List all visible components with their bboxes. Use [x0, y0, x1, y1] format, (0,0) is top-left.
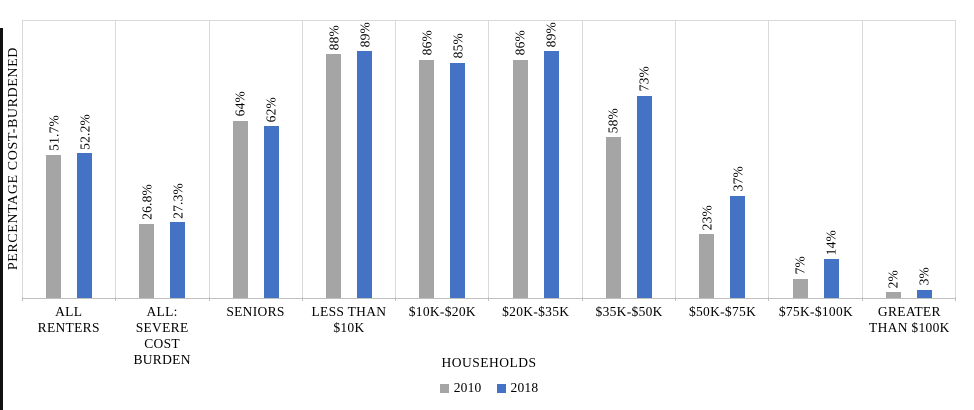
- category-cell: 26.8% 27.3%: [116, 21, 210, 298]
- legend-item-2018: 2018: [496, 380, 539, 396]
- chart-legend: 2010 2018: [22, 380, 956, 396]
- legend-label: 2018: [510, 380, 539, 395]
- x-category-label: ALL: SEVERE COST BURDEN: [133, 304, 191, 367]
- x-category-label: LESS THAN $10K: [311, 304, 387, 335]
- bar-value-label: 2%: [885, 270, 901, 289]
- category-cell: 23% 37%: [676, 21, 770, 298]
- bar-pair: 51.7% 52.2%: [46, 21, 93, 298]
- category-cell: 51.7% 52.2%: [22, 21, 117, 298]
- bar-2018: 52.2%: [77, 114, 93, 298]
- y-axis-title: PERCENTAGE COST-BURDENED: [6, 46, 21, 271]
- bar-2010: 64%: [232, 91, 248, 298]
- legend-swatch-icon: [439, 383, 449, 393]
- x-category-label: $75K-$100K: [778, 304, 854, 319]
- bar-value-label: 23%: [698, 204, 714, 231]
- bar-2010: 86%: [512, 30, 528, 298]
- x-category-label: $10K-$20K: [408, 304, 476, 319]
- axis-tick: [396, 297, 490, 301]
- x-category-label: $20K-$35K: [502, 304, 570, 319]
- plot-area: 51.7% 52.2% 26.8% 27.3% 64% 62% 88% 89% 86% 85% 86…: [22, 20, 956, 299]
- axis-tick: [210, 297, 303, 301]
- document-border-line: [0, 28, 3, 410]
- category-cell: 2% 3%: [863, 21, 956, 298]
- category-cell: 7% 14%: [769, 21, 863, 298]
- bar-value-label: 7%: [792, 256, 808, 275]
- bar-pair: 58% 73%: [606, 21, 652, 298]
- bar-pair: 26.8% 27.3%: [139, 21, 186, 298]
- category-cell: 88% 89%: [303, 21, 397, 298]
- bar-2010: 86%: [419, 30, 435, 298]
- bar-2010: 51.7%: [46, 115, 62, 298]
- bar-pair: 88% 89%: [326, 21, 373, 298]
- category-cell: 64% 62%: [210, 21, 303, 298]
- bar-value-label: 3%: [916, 267, 932, 286]
- axis-tick: [22, 297, 117, 301]
- axis-tick: [769, 297, 863, 301]
- axis-tick: [303, 297, 397, 301]
- legend-swatch-icon: [496, 383, 506, 393]
- category-cell: 86% 89%: [489, 21, 583, 298]
- bar-value-label: 86%: [419, 30, 435, 56]
- category-cell: 86% 85%: [396, 21, 490, 298]
- x-axis-ticks: [22, 297, 956, 301]
- bar-2010: 26.8%: [139, 184, 155, 298]
- x-category-label: $50K-$75K: [688, 304, 757, 319]
- x-axis-category-labels: ALL RENTERS ALL: SEVERE COST BURDEN SENIOR…: [22, 304, 956, 368]
- axis-tick: [489, 297, 583, 301]
- bar-value-label: 51.7%: [45, 114, 61, 151]
- bar-2018: 73%: [637, 66, 652, 298]
- category-cell: 58% 73%: [583, 21, 677, 298]
- legend-item-2010: 2010: [439, 380, 482, 396]
- bar-pair: 64% 62%: [232, 21, 279, 298]
- bar-2010: 7%: [792, 256, 808, 298]
- bar-value-label: 26.8%: [139, 183, 155, 220]
- bar-2018: 89%: [543, 22, 559, 298]
- bar-value-label: 37%: [729, 166, 745, 192]
- axis-tick: [116, 297, 210, 301]
- bar-2018: 85%: [450, 33, 466, 298]
- bar-2010: 23%: [699, 205, 715, 298]
- bar-value-label: 88%: [325, 24, 341, 51]
- bar-value-label: 62%: [263, 96, 279, 123]
- bar-2010: 58%: [606, 108, 621, 298]
- axis-tick: [863, 297, 956, 301]
- axis-tick: [676, 297, 770, 301]
- bar-pair: 86% 89%: [512, 21, 559, 298]
- bar-pair: 7% 14%: [792, 21, 839, 298]
- bar-value-label: 86%: [512, 30, 528, 56]
- bar-value-label: 89%: [356, 22, 372, 48]
- bar-2018: 3%: [917, 267, 932, 298]
- bar-2010: 2%: [886, 270, 901, 298]
- bar-value-label: 52.2%: [76, 113, 92, 150]
- bar-value-label: 73%: [636, 66, 652, 92]
- bar-pair: 86% 85%: [419, 21, 466, 298]
- x-category-label: $35K-$50K: [595, 304, 663, 319]
- x-category-label: GREATER THAN $100K: [869, 304, 950, 335]
- bar-2018: 14%: [823, 230, 839, 298]
- legend-label: 2010: [453, 380, 482, 395]
- bar-value-label: 64%: [232, 91, 248, 117]
- bar-value-label: 27.3%: [170, 182, 186, 219]
- bar-2018: 89%: [357, 22, 373, 298]
- bar-2010: 88%: [326, 25, 342, 298]
- bar-pair: 23% 37%: [699, 21, 746, 298]
- bar-value-label: 14%: [823, 229, 839, 256]
- bar-value-label: 58%: [605, 107, 621, 134]
- bar-value-label: 89%: [543, 22, 559, 48]
- x-axis-title: HOUSEHOLDS: [441, 355, 537, 370]
- bar-pair: 2% 3%: [886, 21, 932, 298]
- x-category-label: SENIORS: [226, 304, 285, 319]
- axis-tick: [583, 297, 677, 301]
- bar-2018: 62%: [263, 97, 279, 298]
- bar-value-label: 85%: [450, 33, 466, 59]
- bar-2018: 27.3%: [170, 183, 186, 298]
- bar-2018: 37%: [730, 166, 746, 298]
- x-category-label: ALL RENTERS: [37, 304, 100, 335]
